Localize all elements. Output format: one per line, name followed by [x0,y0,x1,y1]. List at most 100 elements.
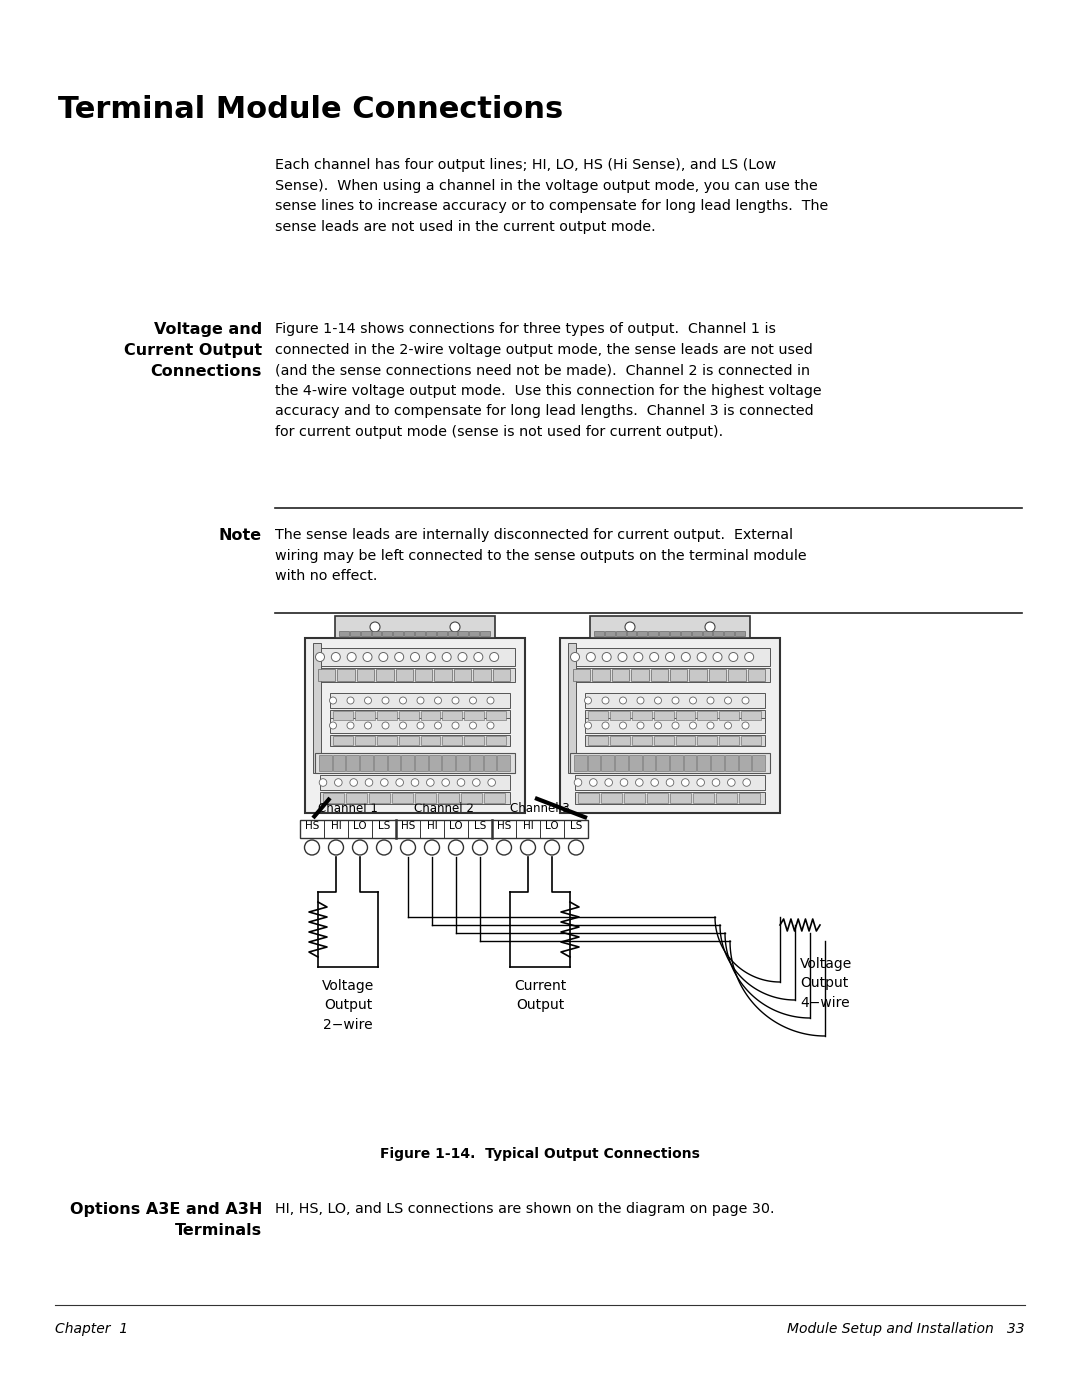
Bar [393,631,403,636]
Text: Channel 2: Channel 2 [414,802,474,814]
Circle shape [666,778,674,787]
Bar [318,669,336,680]
Bar [374,754,387,771]
Bar [570,648,770,666]
Bar [675,711,696,719]
Circle shape [442,778,449,787]
Circle shape [586,652,595,662]
Circle shape [618,652,627,662]
Circle shape [603,652,611,662]
Bar [347,754,360,771]
Circle shape [377,840,391,855]
Bar [698,711,717,719]
Circle shape [410,652,419,662]
Bar [716,793,737,803]
Bar [443,711,462,719]
Circle shape [697,778,704,787]
Circle shape [742,722,750,729]
Circle shape [637,697,644,704]
Bar [356,669,374,680]
Text: Each channel has four output lines; HI, LO, HS (Hi Sense), and LS (Low
Sense).  : Each channel has four output lines; HI, … [275,158,828,233]
Circle shape [382,697,389,704]
Circle shape [400,722,406,729]
Circle shape [584,722,592,729]
Bar [458,631,469,636]
Bar [585,710,765,721]
Bar [438,793,459,803]
Circle shape [450,622,460,631]
Circle shape [315,652,324,662]
Bar [481,631,490,636]
Circle shape [347,722,354,729]
Bar [703,631,713,636]
Bar [653,736,674,745]
Circle shape [427,778,434,787]
Bar [725,631,734,636]
Bar [323,793,345,803]
Text: HS: HS [305,821,320,831]
Bar [339,631,349,636]
Bar [420,736,441,745]
Bar [319,754,332,771]
Text: HI: HI [523,821,534,831]
Circle shape [434,697,442,704]
Bar [350,631,360,636]
Circle shape [365,722,372,729]
Bar [447,631,458,636]
Circle shape [745,652,754,662]
Bar [675,736,696,745]
Circle shape [365,778,373,787]
Circle shape [620,722,626,729]
Circle shape [453,722,459,729]
Bar [456,754,469,771]
Circle shape [707,697,714,704]
Bar [426,631,435,636]
Bar [670,793,691,803]
Text: Note: Note [219,528,262,543]
Circle shape [729,652,738,662]
Bar [632,736,651,745]
Bar [415,754,428,771]
Circle shape [568,840,583,855]
Circle shape [602,697,609,704]
Text: HS: HS [497,821,511,831]
Bar [659,631,669,636]
Bar [330,735,510,746]
Bar [691,631,702,636]
Bar [631,669,649,680]
Bar [486,711,507,719]
Bar [585,693,765,708]
Bar [377,736,396,745]
Text: Voltage
Output
4−wire: Voltage Output 4−wire [800,957,852,1010]
Bar [708,669,726,680]
Bar [585,735,765,746]
Bar [434,669,451,680]
Circle shape [458,652,467,662]
Circle shape [457,778,464,787]
Bar [333,711,353,719]
Bar [610,711,630,719]
Circle shape [365,697,372,704]
Circle shape [329,722,337,729]
Bar [593,669,610,680]
Bar [585,718,765,733]
Circle shape [434,722,442,729]
Bar [590,616,750,638]
Circle shape [635,778,643,787]
Bar [570,753,770,773]
Bar [402,754,414,771]
Text: Channel 1: Channel 1 [319,802,378,814]
Circle shape [672,697,679,704]
Circle shape [417,722,424,729]
Bar [369,793,390,803]
Text: LS: LS [474,821,486,831]
Bar [747,669,765,680]
Bar [714,631,724,636]
Bar [600,793,622,803]
Bar [355,736,375,745]
Circle shape [487,722,494,729]
Bar [588,711,608,719]
Circle shape [544,840,559,855]
Bar [377,711,396,719]
Text: LO: LO [545,821,558,831]
